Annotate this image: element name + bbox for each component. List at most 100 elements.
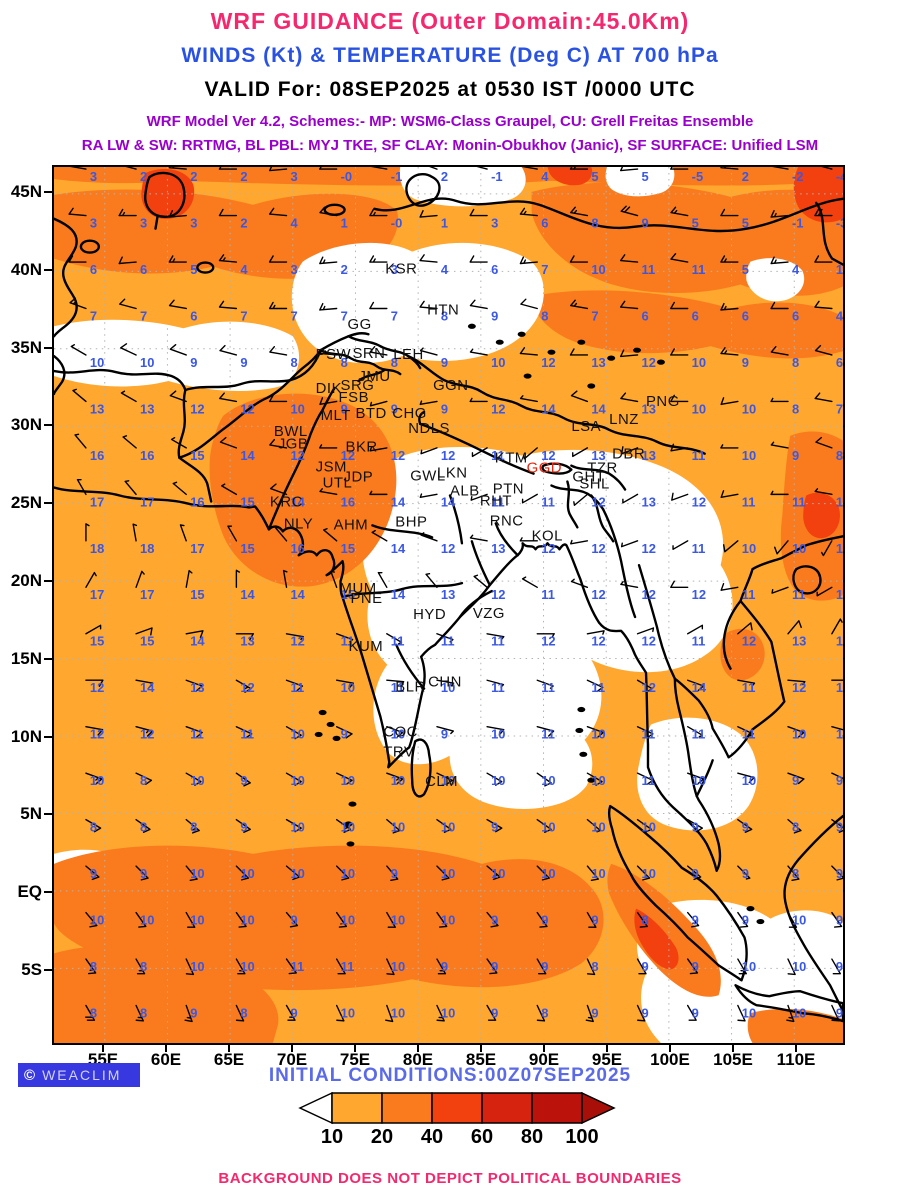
temperature-value: 10 [742, 448, 756, 463]
temperature-value: 10 [391, 773, 405, 788]
wind-barb [572, 447, 589, 458]
wind-barb [686, 1004, 697, 1021]
temperature-value: 11 [591, 680, 605, 695]
temperature-value: 13 [190, 680, 204, 695]
station-label: BLR [395, 679, 425, 696]
wind-barb [586, 726, 604, 738]
temperature-value: 10 [291, 727, 305, 742]
island-dot [332, 735, 341, 741]
wind-barb [521, 493, 538, 504]
temperature-value: 9 [742, 866, 749, 881]
island-dot [577, 339, 586, 345]
temperature-value: 12 [140, 727, 154, 742]
wind-barb [218, 254, 238, 263]
island-dot [344, 821, 353, 827]
station-label: BTD [355, 405, 386, 422]
station-label: LNZ [609, 411, 639, 428]
wind-barb [235, 726, 253, 739]
wind-barb [436, 865, 450, 881]
temperature-value: 12 [692, 587, 706, 602]
coastline-border [79, 239, 100, 254]
lat-tick-label: EQ [17, 882, 42, 902]
wind-barb [831, 911, 843, 928]
wind-barb [282, 569, 288, 589]
wind-barb [570, 390, 589, 403]
coastline-border [54, 217, 78, 338]
station-label: PNG [646, 393, 680, 410]
temperature-value: 10 [90, 773, 104, 788]
wind-barb [737, 911, 749, 928]
temperature-value: 10 [190, 773, 204, 788]
wind-barb [386, 679, 405, 686]
lat-tick-label: 20N [10, 571, 42, 590]
coastline-border [407, 354, 706, 455]
wind-barb [519, 537, 538, 542]
wind-barb [436, 633, 454, 643]
temperature-value: 10 [491, 866, 505, 881]
island-dot [467, 323, 476, 329]
lon-tick-mark [228, 1045, 230, 1052]
station-label: TRV [383, 743, 414, 760]
coastline-border [54, 486, 843, 872]
wind-barb [520, 298, 538, 310]
wind-barb [787, 818, 802, 834]
temperature-value: 3 [140, 216, 147, 231]
wind-barb [586, 772, 603, 786]
station-label: LEH [393, 346, 423, 363]
temperature-value: 8 [240, 1005, 247, 1020]
coastline-border [550, 484, 605, 511]
temperature-value: 18 [90, 541, 104, 556]
temperature-value: 11 [541, 587, 555, 602]
wind-barb [770, 210, 789, 218]
temperature-value: 9 [190, 1005, 197, 1020]
lon-tick-mark [606, 1045, 608, 1052]
temperature-value: 9 [240, 773, 247, 788]
temperature-value: 15 [190, 448, 204, 463]
colorbar-segment [531, 1092, 583, 1124]
station-label: CHG [392, 405, 427, 422]
temperature-value: 9 [190, 355, 197, 370]
temperature-value: 11 [341, 959, 355, 974]
temperature-value: 10 [291, 820, 305, 835]
wind-barb [686, 818, 704, 833]
temperature-value: 10 [391, 959, 405, 974]
temperature-value: 9 [642, 1005, 649, 1020]
colorbar-left-arrow [298, 1091, 333, 1125]
station-label: VZG [473, 605, 505, 622]
station-label: GGN [433, 377, 468, 394]
temperature-value: 9 [836, 773, 843, 788]
island-dot [746, 906, 755, 912]
temperature-value: 8 [642, 913, 649, 928]
station-label: MUM [340, 580, 377, 597]
station-label: PNE [350, 590, 382, 607]
temperature-value: 10 [441, 913, 455, 928]
wind-barb [569, 167, 589, 170]
temperature-value: 14 [591, 401, 606, 416]
temperature-value: 11 [792, 587, 806, 602]
temperature-value: 10 [341, 866, 355, 881]
temperature-value: 3 [90, 169, 97, 184]
wind-barb [586, 630, 605, 635]
temperature-value: -0 [341, 169, 352, 184]
wind-barb [831, 618, 843, 635]
temperature-value: 7 [591, 308, 598, 323]
colorbar-tick-label: 10 [320, 1126, 344, 1148]
station-label: FSB [339, 389, 369, 406]
temperature-value: 10 [792, 541, 806, 556]
wind-barb [636, 911, 648, 928]
temperature-value: 11 [541, 494, 555, 509]
temperature-value: -3 [836, 216, 843, 231]
wind-barb [619, 254, 639, 263]
wind-barb [425, 573, 438, 589]
wind-barb [470, 493, 488, 501]
wind-barb [770, 397, 789, 403]
wind-barb [70, 344, 87, 356]
temperature-value: 11 [190, 727, 204, 742]
wind-barb [519, 256, 538, 265]
wind-barb [620, 581, 639, 589]
wind-barb [125, 167, 137, 170]
wind-barb [536, 958, 547, 975]
coastline-border [418, 422, 535, 475]
wind-barb [335, 958, 346, 975]
lat-tick-label: 10N [10, 726, 42, 746]
